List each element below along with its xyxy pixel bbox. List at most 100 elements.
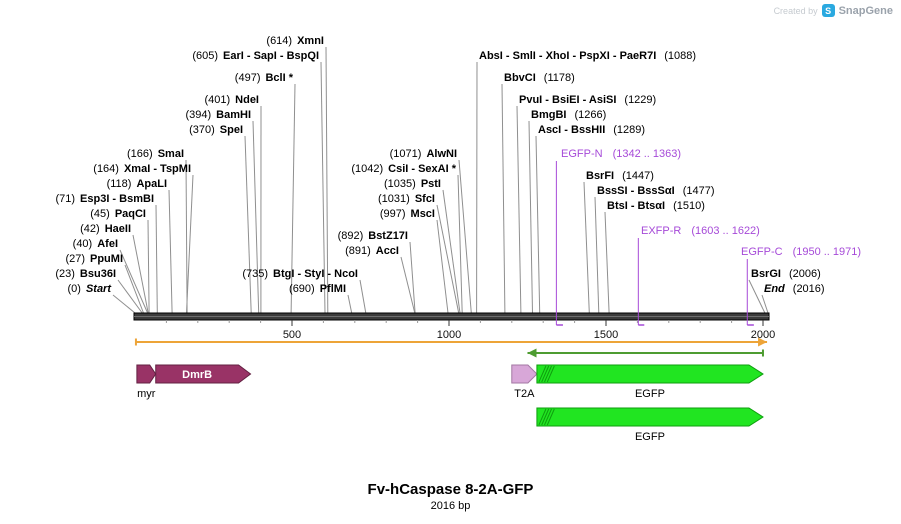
site-names: PpuMI <box>90 253 123 265</box>
enzyme-site-label[interactable]: (1031) SfcI <box>378 193 435 205</box>
site-names: SfcI <box>414 193 435 205</box>
feature-arrow-t2a-2[interactable] <box>511 364 538 384</box>
site-names: BmgBI <box>531 109 567 121</box>
feature-label-egfp: EGFP <box>634 388 665 400</box>
enzyme-site-label[interactable]: (1042) CsiI - SexAI * <box>351 163 456 175</box>
enzyme-site-label[interactable]: BbvCI (1178) <box>504 72 575 84</box>
map-title: Fv-hCaspase 8-2A-GFP <box>367 481 534 498</box>
leader-line <box>244 135 252 314</box>
site-position: (1229) <box>624 94 657 106</box>
site-position: (892) <box>337 230 364 242</box>
leader-line <box>400 256 416 314</box>
orf-arrowhead-left <box>527 348 537 358</box>
site-names: BamHI <box>216 109 251 121</box>
enzyme-site-label[interactable]: End (2016) <box>764 283 825 295</box>
enzyme-site-label[interactable]: (118) ApaLI <box>107 178 167 190</box>
leader-line <box>347 294 353 314</box>
feature-hatch <box>544 365 552 383</box>
site-position: (605) <box>192 50 219 62</box>
site-position: (690) <box>289 283 315 295</box>
leader-line <box>325 46 329 314</box>
site-position: (0) <box>67 283 81 295</box>
leader-line <box>132 234 149 314</box>
site-names: SmaI <box>157 148 184 160</box>
enzyme-site-label[interactable]: (27) PpuMI <box>65 253 123 265</box>
enzyme-site-label[interactable]: (40) AfeI <box>73 238 118 250</box>
enzyme-site-label[interactable]: AbsI - SmlI - XhoI - PspXI - PaeR7I (1088… <box>479 50 696 62</box>
site-names: AfeI <box>97 238 118 250</box>
primer-range: (1603 .. 1622) <box>691 225 760 237</box>
primer-label-exfp-r[interactable]: EXFP-R (1603 .. 1622) <box>641 225 760 237</box>
enzyme-site-label[interactable]: (0) Start <box>67 283 111 295</box>
enzyme-site-label[interactable]: (42) HaeII <box>80 223 131 235</box>
enzyme-site-label[interactable]: PvuI - BsiEI - AsiSI (1229) <box>519 94 656 106</box>
feature-arrow-egfp-4[interactable] <box>536 407 764 427</box>
site-position: (1071) <box>389 148 422 160</box>
feature-arrow-egfp-3[interactable] <box>536 364 764 384</box>
orf-arrowhead-right <box>758 337 768 347</box>
leader-line <box>501 83 506 314</box>
site-names: XmnI <box>297 35 324 47</box>
enzyme-site-label[interactable]: (71) Esp3I - BsmBI <box>55 193 154 205</box>
primer-range: (1342 .. 1363) <box>612 148 682 160</box>
site-names: BclI * <box>265 72 293 84</box>
enzyme-site-label[interactable]: BsrFI (1447) <box>586 170 654 182</box>
leader-line <box>761 294 769 314</box>
site-position: (1266) <box>574 109 607 121</box>
leader-line <box>436 204 460 314</box>
primer-name: EGFP-C <box>741 246 783 258</box>
leader-line <box>117 279 143 314</box>
enzyme-site-label[interactable]: (690) PflMI <box>289 283 346 295</box>
enzyme-site-label[interactable]: BssSI - BssSαI (1477) <box>597 185 714 197</box>
site-names: HaeII <box>104 223 131 235</box>
enzyme-site-label[interactable]: (997) MscI <box>380 208 435 220</box>
site-position: (71) <box>55 193 76 205</box>
site-position: (1035) <box>384 178 416 190</box>
site-position: (1510) <box>673 200 705 212</box>
enzyme-site-label[interactable]: (23) Bsu36I <box>55 268 116 280</box>
snapgene-logo-icon: S <box>821 4 835 17</box>
site-names: PflMI <box>319 283 346 295</box>
feature-label-egfp: EGFP <box>634 431 665 443</box>
enzyme-site-label[interactable]: (394) BamHI <box>185 109 251 121</box>
site-position: (166) <box>127 148 153 160</box>
enzyme-site-label[interactable]: BtsI - BtsαI (1510) <box>607 200 705 212</box>
enzyme-site-label[interactable]: (166) SmaI <box>127 148 184 160</box>
watermark-created-by: Created by <box>773 5 818 16</box>
feature-arrow-myr-0[interactable] <box>136 364 157 384</box>
primer-label-egfp-c[interactable]: EGFP-C (1950 .. 1971) <box>741 246 861 258</box>
enzyme-site-label[interactable]: (605) EarI - SapI - BspQI <box>192 50 319 62</box>
primer-label-egfp-n[interactable]: EGFP-N (1342 .. 1363) <box>561 148 681 160</box>
enzyme-site-label[interactable]: (1071) AlwNI <box>390 148 457 160</box>
site-names: AlwNI <box>426 148 457 160</box>
site-names: NdeI <box>235 94 259 106</box>
enzyme-site-label[interactable]: BsrGI (2006) <box>751 268 821 280</box>
site-names: BssSI - BssSαI <box>597 185 675 197</box>
site-names: Bsu36I <box>79 268 116 280</box>
enzyme-site-label[interactable]: (892) BstZ17I <box>338 230 408 242</box>
site-position: (1477) <box>682 185 715 197</box>
leader-line <box>320 61 326 314</box>
site-names: BtsI - BtsαI <box>607 200 666 212</box>
leader-line <box>112 294 136 314</box>
enzyme-site-label[interactable]: (614) XmnI <box>266 35 324 47</box>
enzyme-site-label[interactable]: (401) NdeI <box>204 94 259 106</box>
enzyme-site-label[interactable]: (735) BtgI - StyI - NcoI <box>242 268 358 280</box>
watermark: Created by S SnapGene <box>774 4 893 17</box>
enzyme-site-label[interactable]: (1035) PstI <box>384 178 441 190</box>
enzyme-site-label[interactable]: (45) PaqCI <box>90 208 146 220</box>
site-names: End <box>764 283 785 295</box>
enzyme-site-label[interactable]: AscI - BssHII (1289) <box>538 124 645 136</box>
enzyme-site-label[interactable]: (497) BclI * <box>235 72 293 84</box>
site-names: BbvCI <box>504 72 536 84</box>
enzyme-site-label[interactable]: (891) AccI <box>345 245 399 257</box>
site-names: AbsI - SmlI - XhoI - PspXI - PaeR7I <box>479 50 657 62</box>
enzyme-site-label[interactable]: BmgBI (1266) <box>531 109 606 121</box>
enzyme-site-label[interactable]: (164) XmaI - TspMI <box>93 163 191 175</box>
feature-hatch <box>544 408 552 426</box>
feature-arrow-dmrb-1[interactable] <box>155 364 252 384</box>
enzyme-site-label[interactable]: (370) SpeI <box>189 124 243 136</box>
primer-range: (1950 .. 1971) <box>792 246 862 258</box>
